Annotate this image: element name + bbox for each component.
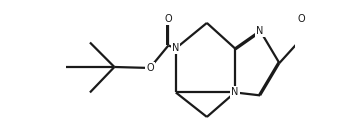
Text: N: N <box>231 87 239 97</box>
Text: O: O <box>146 63 154 73</box>
Text: N: N <box>256 26 264 36</box>
Text: O: O <box>164 14 172 24</box>
Text: N: N <box>172 43 179 53</box>
Text: O: O <box>298 14 305 24</box>
